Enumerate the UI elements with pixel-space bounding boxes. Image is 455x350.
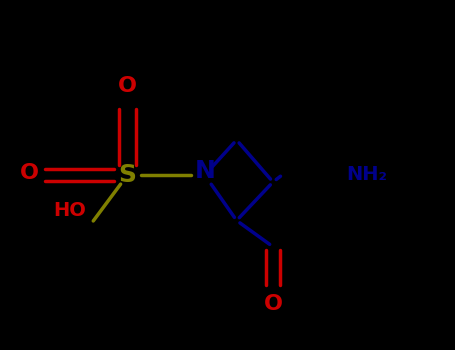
Text: O: O (263, 294, 283, 314)
Text: N: N (194, 160, 215, 183)
Text: HO: HO (54, 202, 86, 220)
Text: O: O (118, 76, 137, 96)
Text: O: O (20, 163, 39, 183)
Text: S: S (118, 163, 136, 187)
Text: NH₂: NH₂ (346, 166, 387, 184)
